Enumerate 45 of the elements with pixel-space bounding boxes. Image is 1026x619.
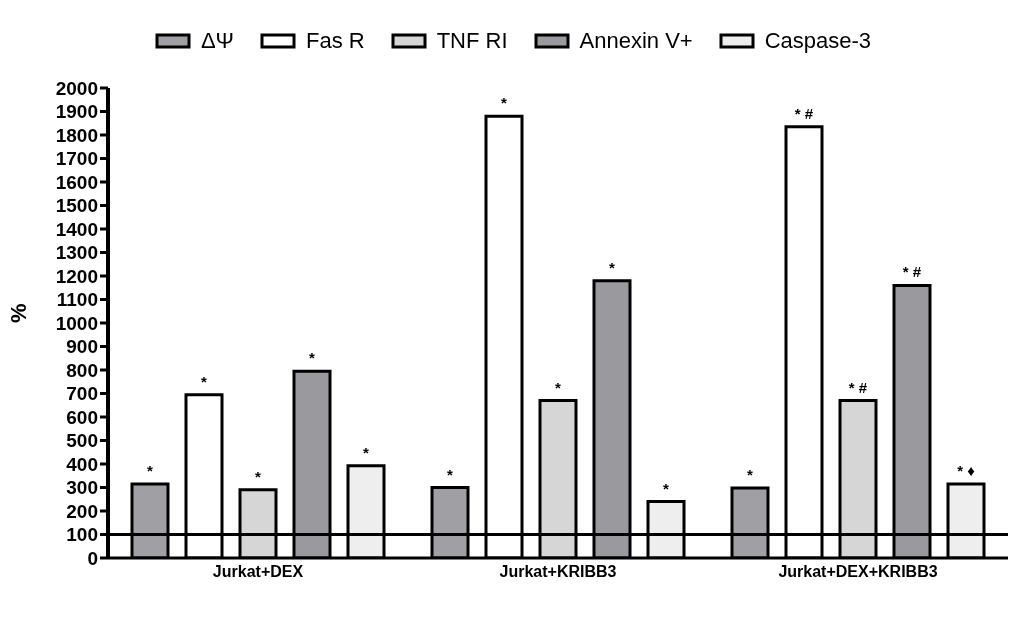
data-label: * <box>447 465 454 483</box>
y-tick-label: 1700 <box>55 148 98 170</box>
legend-label: ΔΨ <box>200 28 234 54</box>
data-label: * <box>309 349 316 367</box>
y-tick-label: 200 <box>66 500 98 522</box>
data-label: * # <box>902 263 922 281</box>
y-tick-label: 1600 <box>55 171 98 193</box>
data-label: * <box>663 479 670 497</box>
data-label: * <box>609 258 616 276</box>
data-label: * # <box>794 104 814 122</box>
data-label: * # <box>848 378 868 396</box>
y-tick-label: 500 <box>66 430 98 452</box>
x-tick-label: Jurkat+DEX+KRIBB3 <box>778 563 938 581</box>
y-tick-label: 600 <box>66 406 98 428</box>
y-tick-label: 1100 <box>56 289 98 311</box>
data-label: * <box>747 465 754 483</box>
x-tick-label: Jurkat+DEX <box>212 563 304 581</box>
y-tick-label: 1200 <box>55 265 98 287</box>
data-label: * <box>255 467 262 485</box>
y-tick-label: 1000 <box>55 312 98 334</box>
data-label: * <box>147 461 154 479</box>
y-tick-label: 1900 <box>55 101 98 123</box>
y-tick-label: 100 <box>66 524 98 546</box>
data-label: * <box>201 372 208 390</box>
y-tick-label: 2000 <box>55 77 98 99</box>
data-label: * <box>363 443 370 461</box>
y-tick-label: 900 <box>66 336 98 358</box>
data-label: * <box>555 378 562 396</box>
x-tick-label: Jurkat+KRIBB3 <box>499 563 617 581</box>
y-tick-label: 300 <box>66 477 98 499</box>
legend-label: Caspase-3 <box>764 28 872 54</box>
y-tick-label: 800 <box>66 359 98 381</box>
y-tick-label: 700 <box>66 383 98 405</box>
legend-label: TNF RI <box>436 28 508 54</box>
y-tick-label: 1400 <box>55 218 98 240</box>
data-label: * <box>501 94 508 112</box>
legend-label: Annexin V+ <box>579 28 693 54</box>
y-tick-label: 1500 <box>55 195 98 217</box>
y-tick-label: 400 <box>66 453 98 475</box>
y-tick-label: 1800 <box>55 124 98 146</box>
legend-label: Fas R <box>305 28 365 54</box>
y-axis-title: % <box>5 303 31 323</box>
y-tick-label: 0 <box>87 547 98 569</box>
data-label: * ♦ <box>957 461 976 479</box>
y-tick-label: 1300 <box>55 242 98 264</box>
